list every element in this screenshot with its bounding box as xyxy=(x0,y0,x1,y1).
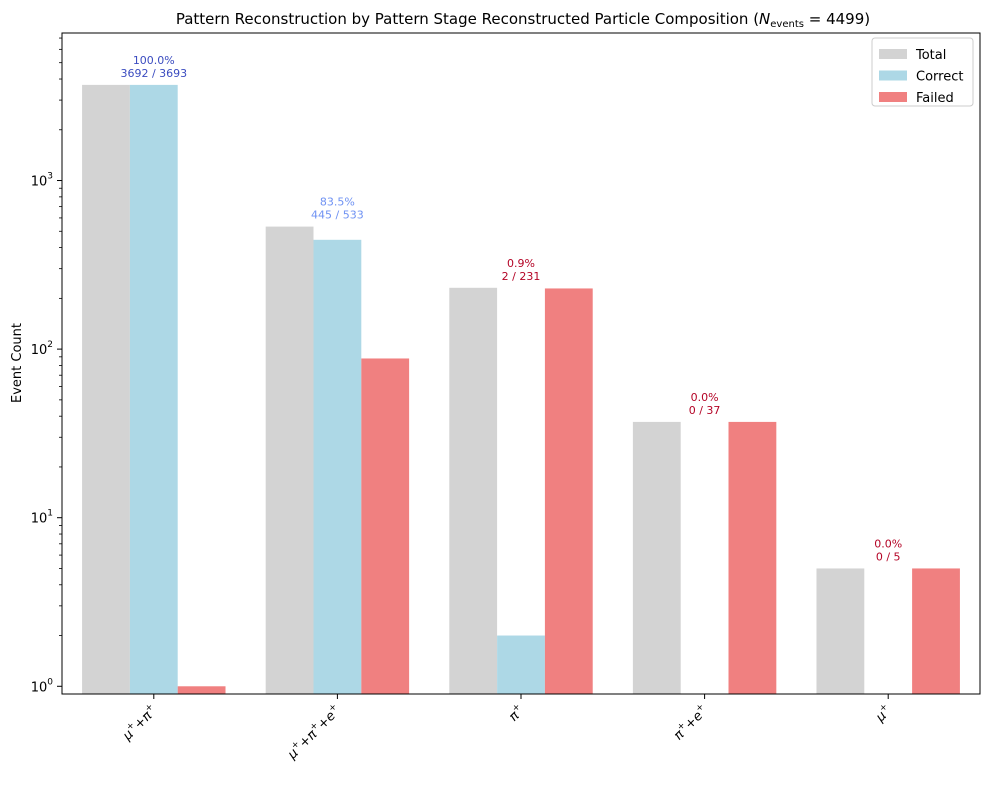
legend-label-correct: Correct xyxy=(916,70,963,85)
annotation-ratio-3: 0 / 37 xyxy=(689,404,721,417)
bar-total-0 xyxy=(82,84,130,694)
bar-total-2 xyxy=(449,287,498,694)
annotation-ratio-1: 445 / 533 xyxy=(311,209,364,222)
bar-total-1 xyxy=(265,226,314,694)
annotations-layer: 100.0%3692 / 3693 83.5%445 / 533 0.9%2 / 2… xyxy=(120,54,902,564)
annotation-percent-3: 0.0% xyxy=(691,391,719,404)
bar-correct-0 xyxy=(129,84,178,694)
bar-failed-0 xyxy=(177,686,226,694)
bar-correct-2 xyxy=(497,635,545,694)
chart-title: Pattern Reconstruction by Pattern Stage … xyxy=(176,10,870,30)
y-tick-label-2: 102 xyxy=(31,340,53,358)
y-tick-label-1: 101 xyxy=(31,509,53,527)
bar-failed-3 xyxy=(728,421,777,694)
legend: Total Correct Failed xyxy=(871,37,974,107)
bar-correct-1 xyxy=(313,239,362,695)
bar-failed-1 xyxy=(361,358,410,694)
bar-total-4 xyxy=(816,568,865,694)
y-tick-label-3: 103 xyxy=(31,172,53,190)
annotation-percent-0: 100.0% xyxy=(133,54,175,67)
annotation-ratio-4: 0 / 5 xyxy=(876,550,901,563)
bar-failed-4 xyxy=(912,568,960,694)
annotation-percent-2: 0.9% xyxy=(507,257,535,270)
bar-failed-2 xyxy=(544,288,593,694)
legend-swatch-total xyxy=(879,49,907,59)
bars-layer xyxy=(82,84,960,695)
annotation-percent-1: 83.5% xyxy=(320,196,355,209)
y-axis-label: Event Count xyxy=(10,323,25,403)
legend-swatch-failed xyxy=(879,92,907,102)
axes-layer: 100101102103μ+​+π+​μ+​+π+​+e+​π+​π+​+e+​… xyxy=(31,32,981,763)
bar-total-3 xyxy=(632,421,681,694)
legend-label-failed: Failed xyxy=(916,91,954,106)
legend-swatch-correct xyxy=(879,70,907,81)
legend-label-total: Total xyxy=(915,48,946,63)
annotation-percent-4: 0.0% xyxy=(874,537,902,550)
y-tick-label-0: 100 xyxy=(31,677,54,695)
x-tick-label-4: μ+​ xyxy=(871,702,895,726)
annotation-ratio-2: 2 / 231 xyxy=(502,270,541,283)
annotation-ratio-0: 3692 / 3693 xyxy=(120,67,187,80)
